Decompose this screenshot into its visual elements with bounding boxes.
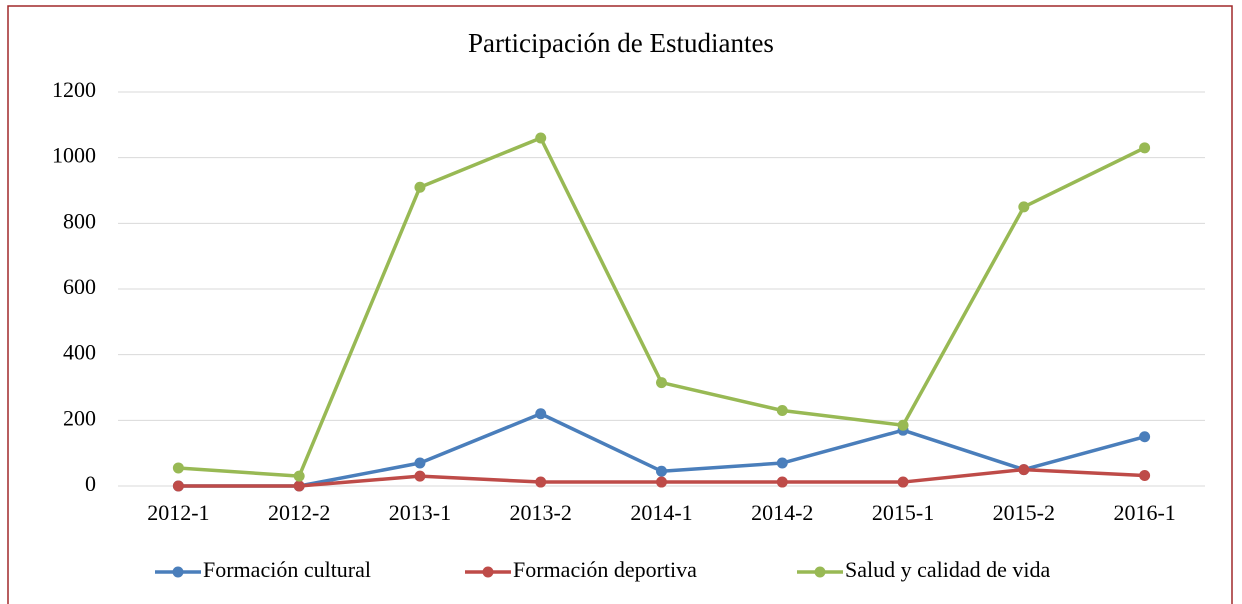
y-tick-label: 400	[63, 340, 96, 365]
x-tick-label: 2012-1	[147, 500, 209, 525]
data-point	[776, 404, 788, 416]
y-tick-label: 1200	[52, 77, 96, 102]
data-point	[1018, 201, 1030, 213]
data-point	[1139, 431, 1151, 443]
data-point	[897, 476, 909, 488]
legend-marker	[482, 566, 494, 578]
data-point	[1018, 464, 1030, 476]
data-point	[414, 181, 426, 193]
x-tick-label: 2014-2	[751, 500, 813, 525]
data-point	[172, 480, 184, 492]
data-point	[293, 470, 305, 482]
legend-marker	[814, 566, 826, 578]
data-point	[776, 476, 788, 488]
data-point	[172, 462, 184, 474]
data-point	[656, 465, 667, 477]
data-point	[414, 470, 426, 482]
x-tick-label: 2016-1	[1113, 500, 1175, 525]
legend-label: Formación deportiva	[513, 557, 697, 582]
x-tick-label: 2013-1	[389, 500, 451, 525]
data-point	[656, 377, 667, 389]
chart-title: Participación de Estudiantes	[468, 28, 774, 58]
x-tick-label: 2013-2	[510, 500, 572, 525]
legend-marker	[172, 566, 184, 578]
data-point	[414, 457, 426, 469]
x-tick-label: 2012-2	[268, 500, 330, 525]
data-point	[776, 457, 788, 469]
y-tick-label: 1000	[52, 143, 96, 168]
data-point	[293, 480, 305, 492]
data-point	[535, 132, 547, 144]
x-tick-label: 2014-1	[630, 500, 692, 525]
legend-label: Formación cultural	[203, 557, 371, 582]
data-point	[535, 476, 547, 488]
chart-frame	[7, 5, 1233, 604]
data-point	[535, 408, 547, 420]
data-point	[897, 419, 909, 431]
y-tick-label: 600	[63, 274, 96, 299]
data-point	[1139, 142, 1151, 154]
x-tick-label: 2015-1	[872, 500, 934, 525]
y-tick-label: 0	[85, 471, 96, 496]
x-tick-label: 2015-2	[993, 500, 1055, 525]
data-point	[1139, 469, 1151, 481]
legend-label: Salud y calidad de vida	[845, 557, 1051, 582]
y-tick-label: 800	[63, 208, 96, 233]
data-point	[656, 476, 667, 488]
y-tick-label: 200	[63, 405, 96, 430]
